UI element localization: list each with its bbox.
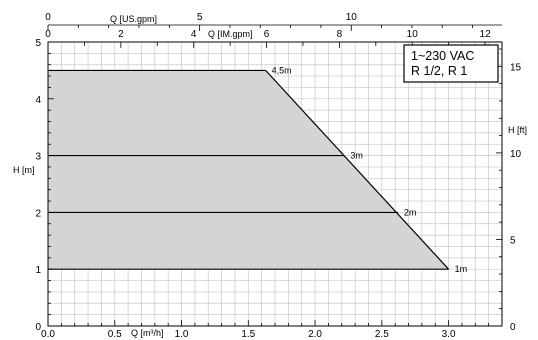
curve-labels: 4,5m 3m 2m 1m <box>272 65 467 274</box>
x-bottom-tick-label: 2.0 <box>308 329 322 340</box>
x-top-im-tick-label: 2 <box>118 29 124 40</box>
spec-annotation-box: 1~230 VAC R 1/2, R 1 <box>403 44 499 83</box>
spec-line-1: 1~230 VAC <box>411 49 474 63</box>
tick-labels: 0.0 0.5 1.0 1.5 2.0 2.5 3.00 2 4 6 8 10 120 5 10012345… <box>35 12 521 340</box>
y-left-tick-label: 5 <box>35 38 41 49</box>
y-right-label: H [ft] <box>508 125 527 135</box>
x-bottom-tick-label: 0.5 <box>108 329 122 340</box>
x-bottom-tick-label: 1.0 <box>175 329 189 340</box>
x-bottom-label: Q [m³/h] <box>131 328 164 338</box>
y-right-tick-label: 0 <box>510 322 516 333</box>
y-right-tick-label: 10 <box>510 149 522 160</box>
curve-label-1: 4,5m <box>272 65 292 75</box>
y-right-tick-label: 5 <box>510 235 516 246</box>
x-top-im-label: Q [IM.gpm] <box>208 29 253 39</box>
curve-label-4: 1m <box>455 264 468 274</box>
curve-lines <box>48 69 449 270</box>
y-left-label: H [m] <box>13 165 35 175</box>
curve-label-2: 3m <box>350 151 363 161</box>
y-left-tick-label: 3 <box>35 152 41 163</box>
x-bottom-tick-label: 2.5 <box>375 329 389 340</box>
x-top-us-tick-label: 10 <box>346 12 358 23</box>
x-top-us-label: Q [US.gpm] <box>110 14 157 24</box>
spec-line-2: R 1/2, R 1 <box>411 64 467 78</box>
operating-envelope-area <box>48 70 449 270</box>
x-top-im-tick-label: 10 <box>407 29 419 40</box>
x-bottom-tick-label: 1.5 <box>241 329 255 340</box>
x-bottom-tick-label: 0.0 <box>41 329 55 340</box>
y-left-tick-label: 0 <box>35 322 41 333</box>
y-left-tick-label: 1 <box>35 265 41 276</box>
x-bottom-tick-label: 3.0 <box>442 329 456 340</box>
x-top-us-tick-label: 0 <box>45 12 51 23</box>
x-top-im-tick-label: 4 <box>191 29 197 40</box>
x-top-im-tick-label: 6 <box>264 29 270 40</box>
x-top-im-tick-label: 0 <box>45 29 51 40</box>
y-left-tick-label: 4 <box>35 95 41 106</box>
x-top-im-tick-label: 8 <box>337 29 343 40</box>
x-top-us-tick-label: 5 <box>197 12 203 23</box>
axis-ticks <box>47 24 503 327</box>
max-curve-slope-line <box>265 69 450 270</box>
y-left-tick-label: 2 <box>35 208 41 219</box>
curve-label-3: 2m <box>404 207 417 217</box>
x-top-im-tick-label: 12 <box>480 29 492 40</box>
y-right-tick-label: 15 <box>510 62 522 73</box>
